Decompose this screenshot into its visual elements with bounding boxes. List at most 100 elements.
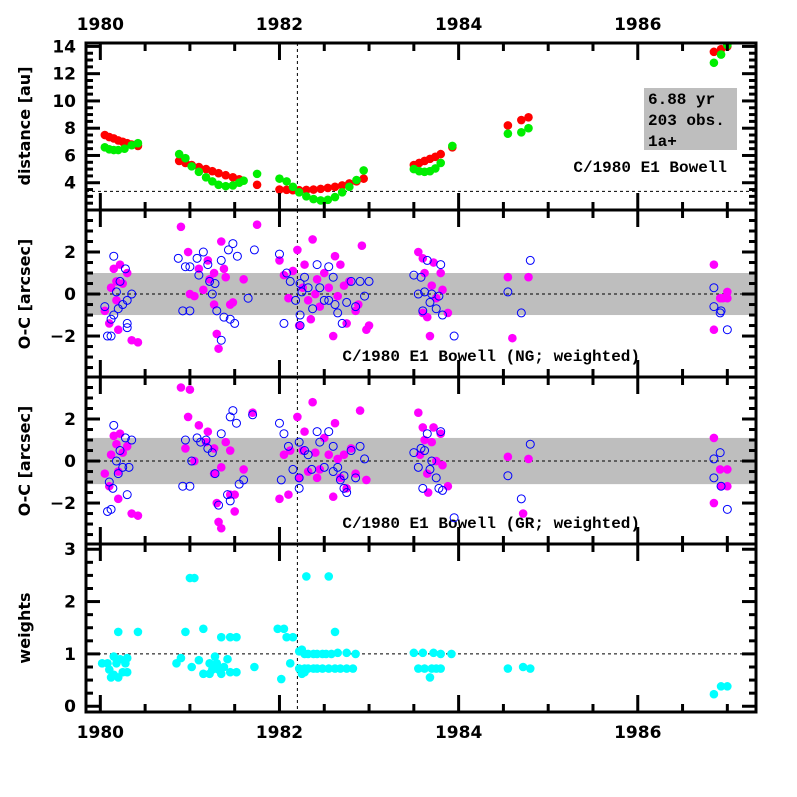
data-point — [422, 255, 432, 265]
y-axis-label-oc-ng: O-C [arcsec] — [15, 239, 34, 350]
data-point — [201, 172, 211, 182]
data-point — [223, 654, 232, 664]
data-point — [516, 308, 526, 318]
data-point — [312, 275, 322, 284]
data-point — [282, 632, 291, 642]
data-point — [723, 465, 732, 474]
data-point — [436, 158, 446, 168]
data-point — [102, 331, 112, 341]
data-point — [353, 300, 363, 309]
data-point — [355, 276, 365, 286]
data-point — [431, 304, 441, 314]
bottom-x-tick-label: 1980 — [77, 723, 124, 743]
data-point — [315, 302, 325, 311]
data-point — [416, 272, 426, 282]
y-axis-label-distance: distance [au] — [15, 66, 34, 185]
data-point — [518, 509, 528, 518]
data-point — [309, 185, 318, 194]
data-point — [517, 115, 526, 125]
data-point — [199, 285, 208, 295]
data-point — [414, 247, 423, 257]
data-point — [324, 450, 334, 460]
data-point — [364, 276, 374, 286]
data-point — [297, 287, 307, 297]
data-point — [413, 462, 423, 472]
data-point — [319, 268, 329, 278]
data-point — [230, 318, 240, 328]
data-point — [243, 293, 253, 303]
data-point — [106, 504, 116, 514]
y-tick-label: 0 — [64, 285, 76, 305]
data-point — [232, 251, 242, 261]
data-point — [279, 450, 289, 460]
data-point — [221, 170, 231, 180]
data-point — [231, 418, 241, 428]
data-point — [709, 58, 719, 68]
data-point — [288, 632, 298, 642]
data-point — [250, 662, 259, 672]
data-point — [303, 450, 313, 460]
data-point — [337, 181, 347, 190]
y-tick-label: 2 — [64, 410, 76, 430]
data-point — [418, 648, 428, 658]
data-point — [207, 665, 217, 674]
data-point — [194, 655, 204, 665]
gr-annotation: C/1980 E1 Bowell (GR; weighted) — [342, 515, 640, 533]
data-point — [279, 270, 289, 280]
data-point — [431, 164, 440, 173]
data-point — [203, 260, 213, 270]
data-point — [716, 682, 726, 691]
data-point — [722, 504, 732, 514]
panel-residuals-gr: O-C [arcsec] C/1980 E1 Bowell (GR; weigh… — [15, 375, 758, 546]
data-point — [360, 454, 370, 464]
data-point — [425, 673, 435, 682]
data-point — [503, 471, 513, 481]
data-point — [183, 412, 193, 422]
data-point — [221, 272, 231, 282]
data-point — [122, 653, 132, 663]
data-point — [176, 383, 186, 392]
data-point — [312, 260, 322, 270]
data-point — [122, 667, 132, 677]
data-point — [516, 494, 526, 504]
data-point — [508, 333, 517, 343]
data-point — [420, 446, 430, 456]
data-point — [275, 174, 284, 183]
series-weights — [97, 572, 732, 699]
data-point — [362, 475, 371, 485]
data-point — [111, 456, 121, 466]
data-point — [723, 481, 732, 491]
data-point — [196, 437, 206, 447]
data-point — [185, 481, 195, 491]
data-point — [418, 254, 428, 263]
data-point — [234, 479, 244, 489]
data-point — [228, 298, 238, 307]
data-point — [109, 251, 119, 261]
data-point — [351, 649, 360, 659]
data-point — [221, 437, 231, 447]
data-point — [716, 306, 726, 316]
data-point — [122, 323, 132, 333]
data-point — [283, 441, 293, 451]
data-point — [709, 473, 719, 483]
data-point — [429, 423, 438, 432]
data-point — [118, 279, 128, 288]
data-point — [209, 268, 219, 278]
data-point — [302, 185, 311, 195]
top-x-tick-labels: 1980 1982 1984 1986 — [77, 15, 662, 35]
data-point — [427, 281, 437, 290]
data-point — [337, 187, 347, 197]
data-point — [194, 264, 204, 274]
data-point — [120, 433, 130, 443]
data-point — [364, 321, 374, 330]
bottom-x-tick-label: 1984 — [435, 723, 482, 743]
data-point — [216, 429, 226, 439]
data-point — [178, 481, 188, 491]
data-point — [187, 162, 196, 171]
data-point — [279, 624, 289, 634]
data-point — [100, 302, 110, 312]
data-point — [333, 648, 342, 658]
data-point — [223, 245, 233, 255]
data-point — [316, 184, 325, 194]
data-point — [330, 251, 340, 261]
